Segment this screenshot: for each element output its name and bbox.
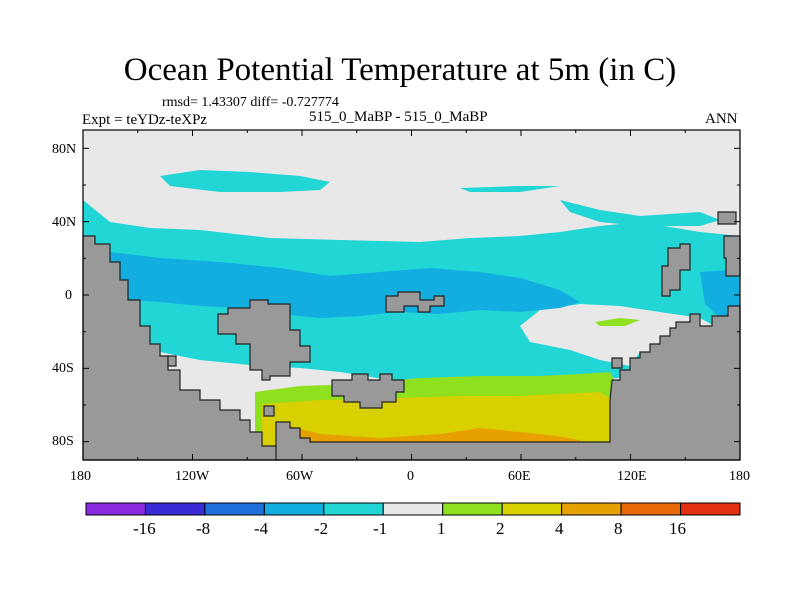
colorbar-swatch	[680, 502, 741, 516]
north-cyan-streak	[460, 186, 560, 192]
colorbar-swatch	[263, 502, 325, 516]
colorbar-label: 16	[669, 519, 686, 538]
colorbar-label: 8	[614, 519, 623, 538]
colorbar-swatch	[204, 502, 265, 516]
colorbar-label: -4	[254, 519, 269, 538]
yellow-band	[262, 392, 615, 446]
lat-label-80s: 80S	[52, 434, 74, 449]
land-africa	[385, 291, 445, 313]
land-south-america	[217, 299, 311, 381]
axis-ticks	[82, 130, 741, 460]
plot-title: Ocean Potential Temperature at 5m (in C)	[123, 52, 677, 88]
lon-label-60e: 60E	[508, 469, 531, 484]
lat-label-40s: 40S	[52, 361, 74, 376]
colorbar-swatch	[561, 502, 622, 516]
north-cyan-east	[560, 200, 720, 226]
colorbar-swatch	[620, 502, 682, 516]
case-label: 515_0_MaBP - 515_0_MaBP	[309, 109, 488, 125]
lon-label-120w: 120W	[175, 469, 210, 484]
colorbar-swatch	[85, 502, 146, 516]
colorbar-label: 2	[496, 519, 505, 538]
colorbar-label: -1	[373, 519, 388, 538]
blue-band	[110, 252, 580, 318]
colorbar-swatch	[323, 502, 384, 516]
season-label: ANN	[705, 111, 738, 127]
colorbar-label: 4	[555, 519, 564, 538]
land-east-coast	[723, 235, 741, 277]
land-northeast-box	[717, 211, 737, 225]
lat-label-0: 0	[65, 288, 72, 303]
lat-label-80n: 80N	[52, 142, 77, 157]
colorbar-swatch	[501, 502, 563, 516]
colorbar	[85, 502, 741, 516]
lon-label-180-west: 180	[70, 469, 91, 484]
north-cyan-band	[160, 170, 330, 192]
colorbar-swatch	[144, 502, 206, 516]
lon-label-0: 0	[407, 469, 414, 484]
colorbar-swatch	[442, 502, 503, 516]
colorbar-label: -2	[314, 519, 329, 538]
colorbar-label: 1	[437, 519, 446, 538]
colorbar-label: -8	[196, 519, 211, 538]
land-america-west	[82, 235, 281, 461]
lat-label-40n: 40N	[52, 215, 77, 230]
colorbar-swatch	[382, 502, 444, 516]
lon-label-120e: 120E	[617, 469, 647, 484]
land-antarctic-peninsula	[331, 373, 405, 409]
land-east	[661, 243, 691, 297]
land-antarctica	[275, 305, 741, 461]
colorbar-label: -16	[133, 519, 156, 538]
experiment-label: Expt = teYDz-teXPz	[82, 112, 208, 128]
land-island-3	[263, 405, 275, 417]
green-streak	[595, 318, 640, 326]
land-island-2	[611, 357, 623, 369]
orange-band	[290, 426, 580, 446]
lon-label-180-east: 180	[729, 469, 750, 484]
land-island-1	[167, 355, 177, 367]
lon-label-60w: 60W	[286, 469, 314, 484]
stats-label: rmsd= 1.43307 diff= -0.727774	[162, 95, 339, 110]
